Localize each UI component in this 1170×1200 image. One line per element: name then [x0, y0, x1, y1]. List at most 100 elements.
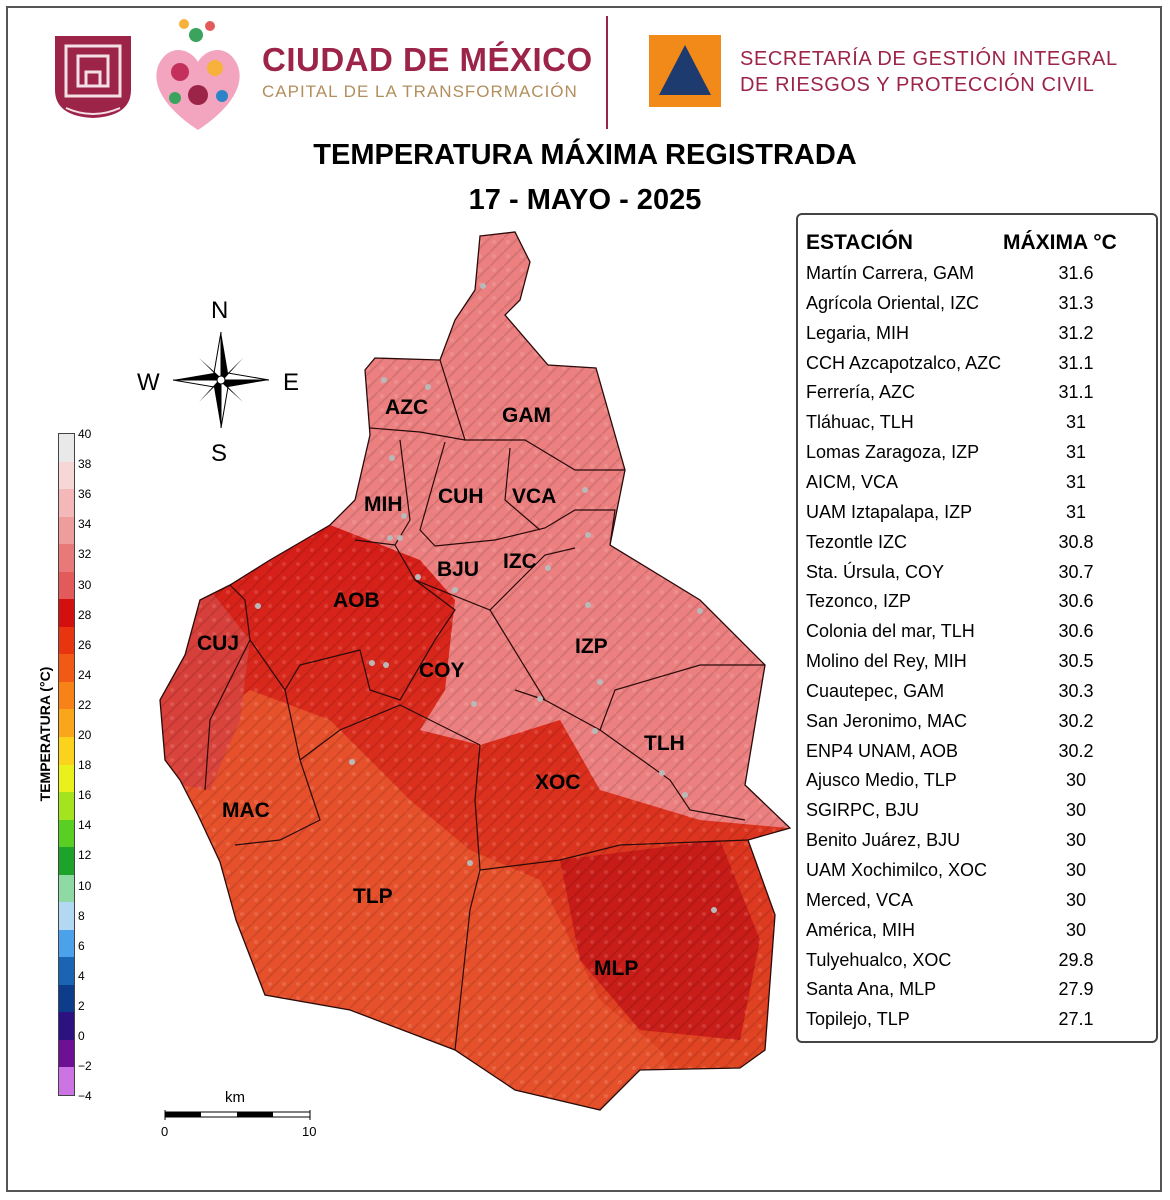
alcaldia-boundaries [204, 359, 765, 1051]
table-row: Ferrería, AZC 31.1 [806, 382, 1146, 412]
station-name: Tezonco, IZP [806, 591, 912, 612]
scale-start: 0 [161, 1124, 169, 1139]
compass-s: S [211, 440, 228, 467]
station-name: Molino del Rey, MIH [806, 651, 967, 672]
station-max: 30.5 [1058, 651, 1094, 672]
station-name: Sta. Úrsula, COY [806, 561, 945, 582]
colorbar-segment [59, 599, 74, 628]
label-izp: IZP [575, 635, 608, 658]
station-max: 30.6 [1058, 591, 1094, 612]
station-name: Tezontle IZC [806, 531, 908, 552]
table-row: Colonia del mar, TLH 30.6 [806, 621, 1146, 651]
city-outline [159, 231, 792, 1111]
colorbar-tick-label: 40 [78, 427, 92, 441]
station-max: 30.6 [1058, 621, 1094, 642]
station-max: 31.1 [1058, 382, 1094, 403]
label-tlp: TLP [353, 885, 393, 908]
label-xoc: XOC [535, 771, 581, 794]
station-max: 30 [1065, 860, 1087, 880]
label-vca: VCA [512, 485, 556, 508]
label-mih: MIH [364, 493, 403, 516]
colorbar-tick-label: 18 [78, 758, 92, 773]
colorbar-tick-label: 12 [78, 848, 92, 863]
station-max: 30 [1065, 830, 1087, 851]
compass-e: E [283, 369, 300, 396]
table-row: Molino del Rey, MIH 30.5 [806, 651, 1146, 681]
table-row: Ajusco Medio, TLP 30 [806, 770, 1146, 800]
station-name: Legaria, MIH [806, 322, 910, 343]
station-name: SGIRPC, BJU [806, 800, 920, 821]
colorbar-segment [59, 736, 74, 765]
colorbar-tick-label: 14 [78, 818, 92, 833]
station-max: 29.8 [1058, 949, 1094, 970]
table-row: Tláhuac, TLH 31 [806, 412, 1146, 442]
table-row: Legaria, MIH 31.2 [806, 323, 1146, 353]
colorbar-label: TEMPERATURA (°C) [37, 666, 53, 802]
station-name: Tláhuac, TLH [806, 412, 914, 433]
station-name: Lomas Zaragoza, IZP [806, 442, 980, 463]
colorbar-tick-label: 0 [78, 1029, 85, 1043]
colorbar-segment [59, 902, 74, 931]
label-mlp: MLP [594, 957, 638, 980]
label-mac: MAC [222, 799, 270, 822]
compass-w: W [137, 369, 160, 396]
station-name: San Jeronimo, MAC [806, 710, 968, 731]
colorbar-tick-label: −4 [78, 1089, 92, 1104]
colorbar-tick-label: 34 [78, 517, 92, 532]
label-coy: COY [419, 659, 465, 682]
col-station-header: ESTACIÓN [806, 231, 913, 254]
station-max: 30 [1065, 889, 1087, 910]
cdmx-title: CIUDAD DE MÉXICO [262, 41, 593, 78]
compass-n: N [211, 297, 229, 324]
station-name: Colonia del mar, TLH [806, 621, 975, 642]
compass-rose-icon [172, 331, 270, 429]
colorbar-segment [59, 516, 74, 545]
scale-bar [164, 1110, 311, 1120]
colorbar-segment [59, 957, 74, 986]
colorbar-segment [59, 571, 74, 600]
station-max: 31.3 [1058, 292, 1094, 313]
colorbar-segment [59, 819, 74, 848]
table-row: América, MIH 30 [806, 920, 1146, 950]
colorbar-segment [59, 681, 74, 710]
table-row: AICM, VCA 31 [806, 472, 1146, 502]
station-max: 31 [1065, 442, 1087, 463]
colorbar-tick-label: 16 [78, 788, 92, 803]
station-name: Agrícola Oriental, IZC [806, 292, 980, 313]
colorbar-segment [59, 764, 74, 793]
colorbar-tick-label: 36 [78, 487, 92, 502]
colorbar-tick-label: 4 [78, 968, 85, 983]
colorbar-tick-label: 8 [78, 908, 85, 923]
colorbar-segment [59, 709, 74, 738]
table-row: Tezontle IZC 30.8 [806, 532, 1146, 562]
table-row: Santa Ana, MLP 27.9 [806, 979, 1146, 1009]
sgirpc-name: SECRETARÍA DE GESTIÓN INTEGRAL DE RIESGO… [740, 46, 1118, 98]
table-row: Agrícola Oriental, IZC 31.3 [806, 293, 1146, 323]
station-max: 30 [1065, 919, 1087, 940]
scale-unit: km [225, 1089, 245, 1106]
table-row: Martín Carrera, GAM 31.6 [806, 263, 1146, 293]
label-aob: AOB [333, 589, 380, 612]
station-name: Cuautepec, GAM [806, 680, 945, 701]
table-row: San Jeronimo, MAC 30.2 [806, 711, 1146, 741]
sgirpc-line1: SECRETARÍA DE GESTIÓN INTEGRAL [740, 48, 1118, 70]
station-max: 30 [1065, 800, 1087, 821]
station-max: 27.1 [1058, 1009, 1094, 1030]
station-name: Ferrería, AZC [806, 382, 916, 403]
sgirpc-line2: DE RIESGOS Y PROTECCIÓN CIVIL [740, 74, 1095, 96]
station-max: 31.2 [1058, 322, 1094, 343]
table-row: Benito Juárez, BJU 30 [806, 830, 1146, 860]
station-max: 30 [1065, 770, 1087, 791]
label-tlh: TLH [644, 732, 685, 755]
colorbar-tick-label: 32 [78, 547, 92, 562]
colorbar-tick-label: 38 [78, 457, 92, 472]
station-table: ESTACIÓN MÁXIMA °C Martín Carrera, GAM 31… [796, 213, 1158, 1043]
label-izc: IZC [503, 550, 537, 573]
scale-end: 10 [302, 1124, 317, 1139]
station-name: Santa Ana, MLP [806, 979, 937, 1000]
colorbar-segment [59, 1067, 74, 1096]
label-azc: AZC [385, 396, 428, 419]
table-row: CCH Azcapotzalco, AZC 31.1 [806, 353, 1146, 383]
colorbar-segment [59, 544, 74, 573]
